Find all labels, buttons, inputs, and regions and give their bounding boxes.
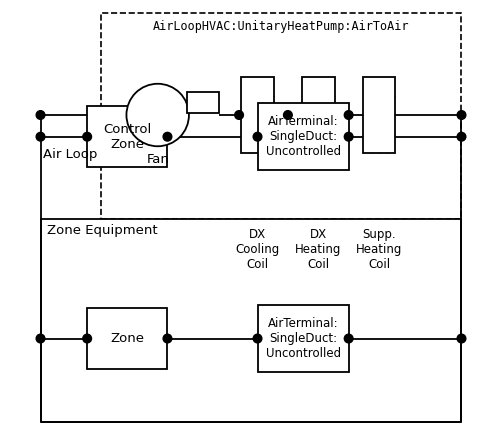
Text: AirTerminal:
SingleDuct:
Uncontrolled: AirTerminal: SingleDuct: Uncontrolled <box>265 317 340 360</box>
Circle shape <box>344 111 352 119</box>
Bar <box>241 77 273 153</box>
Circle shape <box>126 84 188 146</box>
Text: AirTerminal:
SingleDuct:
Uncontrolled: AirTerminal: SingleDuct: Uncontrolled <box>265 115 340 158</box>
Text: Supp.
Heating
Coil: Supp. Heating Coil <box>355 228 401 271</box>
Text: Zone Equipment: Zone Equipment <box>47 224 157 237</box>
Circle shape <box>36 334 45 343</box>
Bar <box>302 77 334 153</box>
Text: Zone: Zone <box>110 332 144 345</box>
Text: DX
Heating
Coil: DX Heating Coil <box>295 228 341 271</box>
Circle shape <box>456 132 465 141</box>
Bar <box>87 308 167 369</box>
Bar <box>257 305 348 372</box>
Text: Fan: Fan <box>146 153 169 166</box>
Circle shape <box>163 334 171 343</box>
Circle shape <box>344 334 352 343</box>
Text: Control
Zone: Control Zone <box>103 123 151 151</box>
Bar <box>41 219 460 422</box>
Bar <box>257 103 348 170</box>
Circle shape <box>456 334 465 343</box>
Circle shape <box>83 132 91 141</box>
Text: DX
Cooling
Coil: DX Cooling Coil <box>235 228 279 271</box>
Circle shape <box>344 132 352 141</box>
Circle shape <box>456 111 465 119</box>
Circle shape <box>283 111 292 119</box>
Bar <box>186 92 219 113</box>
Circle shape <box>253 334 262 343</box>
Bar <box>362 77 394 153</box>
Circle shape <box>83 334 91 343</box>
Text: AirLoopHVAC:UnitaryHeatPump:AirToAir: AirLoopHVAC:UnitaryHeatPump:AirToAir <box>153 20 409 33</box>
Bar <box>87 106 167 167</box>
Circle shape <box>163 132 171 141</box>
Bar <box>101 13 460 219</box>
Text: Air Loop: Air Loop <box>43 148 97 161</box>
Circle shape <box>253 132 262 141</box>
Circle shape <box>234 111 243 119</box>
Circle shape <box>36 111 45 119</box>
Circle shape <box>36 132 45 141</box>
